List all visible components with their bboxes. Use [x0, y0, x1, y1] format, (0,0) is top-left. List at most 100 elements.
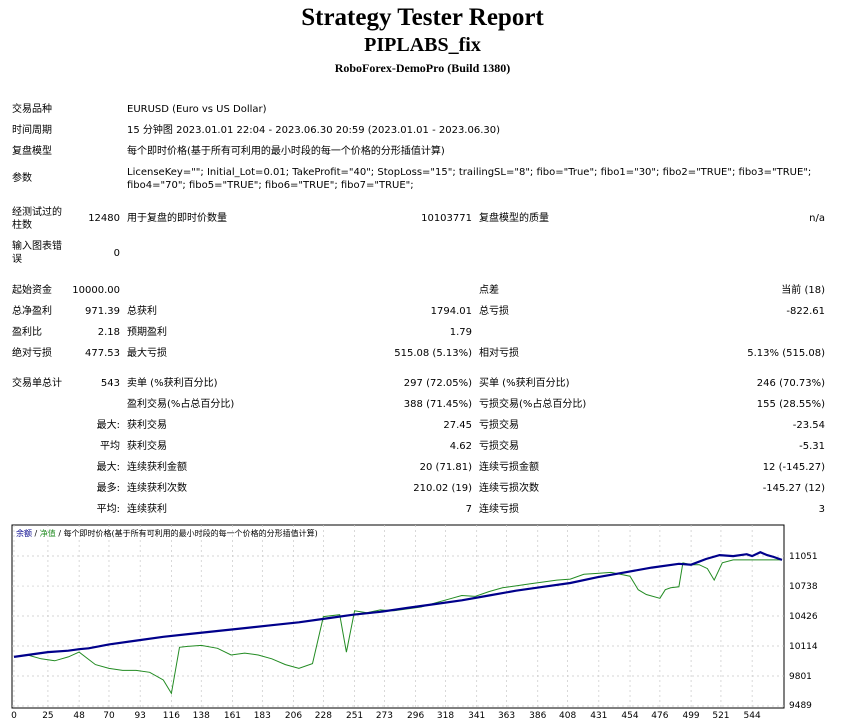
x-tick-label: 116 [163, 711, 180, 721]
symbol-label: 交易品种 [12, 104, 52, 115]
x-tick-label: 431 [590, 711, 607, 721]
largest-profit-value: 27.45 [443, 420, 472, 431]
x-tick-label: 318 [437, 711, 454, 721]
chart-legend: 余额 / 净值 / 每个即时价格(基于所有可利用的最小时段的每一个价格的分形插值… [16, 528, 318, 538]
largest-profit-label: 获利交易 [127, 420, 167, 431]
short-positions-value: 297 (72.05%) [403, 378, 472, 389]
max-consecutive-wins-value: 20 (71.81) [419, 462, 472, 473]
x-tick-label: 0 [11, 711, 17, 721]
x-tick-label: 363 [498, 711, 515, 721]
gross-profit-label: 总获利 [127, 306, 157, 317]
x-tick-label: 521 [712, 711, 729, 721]
net-profit-value: 971.39 [85, 306, 120, 317]
x-tick-label: 161 [224, 711, 241, 721]
profit-factor-value: 2.18 [97, 327, 120, 338]
chart-plot-frame [11, 524, 785, 709]
period-value: 15 分钟图 2023.01.01 22:04 - 2023.06.30 20:… [127, 125, 501, 136]
average-loss-label: 亏损交易 [479, 441, 519, 452]
y-tick-label: 10738 [789, 582, 818, 592]
quality-label: 复盘模型的质量 [479, 213, 549, 224]
x-tick-label: 183 [254, 711, 271, 721]
x-tick-label: 454 [621, 711, 638, 721]
x-tick-label: 228 [315, 711, 332, 721]
params-line-2: fibo4="70"; fibo5="TRUE"; fibo6="TRUE"; … [127, 180, 414, 191]
deposit-value: 10000.00 [72, 285, 120, 296]
x-tick-label: 251 [346, 711, 363, 721]
maximal-consecutive-loss-label: 连续亏损次数 [479, 483, 539, 494]
params-line-1: LicenseKey=""; Initial_Lot=0.01; TakePro… [127, 167, 812, 178]
maximal-consecutive-profit-value: 210.02 (19) [413, 483, 472, 494]
long-positions-label: 买单 (%获利百分比) [479, 378, 570, 389]
legend-model: 每个即时价格(基于所有可利用的最小时段的每一个价格的分形插值计算) [64, 528, 318, 538]
average-profit-label: 获利交易 [127, 441, 167, 452]
short-positions-label: 卖单 (%获利百分比) [127, 378, 218, 389]
average-consecutive-label: 平均: [96, 504, 120, 515]
gross-profit-value: 1794.01 [430, 306, 472, 317]
errors-label-line-1: 输入图表错 [12, 241, 62, 252]
maximal-consecutive-loss-value: -145.27 (12) [762, 483, 825, 494]
net-profit-label: 总净盈利 [12, 306, 52, 317]
total-trades-value: 543 [100, 378, 120, 389]
bars-label-line-1: 经测试过的 [12, 207, 62, 218]
x-tick-label: 386 [529, 711, 546, 721]
average-consecutive-losses-value: 3 [818, 504, 825, 515]
x-tick-label: 408 [559, 711, 576, 721]
deposit-label: 起始资金 [12, 285, 52, 296]
y-tick-label: 11051 [789, 552, 818, 562]
x-tick-label: 25 [42, 711, 53, 721]
chart-grid [12, 525, 784, 708]
y-tick-label: 10114 [789, 642, 818, 652]
relative-drawdown-value: 5.13% (515.08) [747, 348, 825, 359]
long-positions-value: 246 (70.73%) [756, 378, 825, 389]
x-tick-label: 544 [744, 711, 761, 721]
errors-value: 0 [113, 248, 120, 259]
params-label: 参数 [12, 173, 32, 184]
average-loss-value: -5.31 [799, 441, 825, 452]
bars-label-line-2: 柱数 [12, 220, 32, 231]
max-drawdown-value: 515.08 (5.13%) [394, 348, 472, 359]
absolute-drawdown-value: 477.53 [85, 348, 120, 359]
average-profit-value: 4.62 [449, 441, 472, 452]
expected-payoff-value: 1.79 [449, 327, 472, 338]
y-tick-label: 10426 [789, 612, 818, 622]
gross-loss-label: 总亏损 [479, 306, 509, 317]
legend-equity: 净值 [40, 528, 56, 538]
x-tick-label: 273 [376, 711, 393, 721]
x-tick-label: 93 [134, 711, 145, 721]
expected-payoff-label: 预期盈利 [127, 327, 167, 338]
y-tick-label: 9801 [789, 672, 812, 682]
maximum-label: 最大: [96, 462, 120, 473]
max-consecutive-wins-label: 连续获利金额 [127, 462, 187, 473]
gross-loss-value: -822.61 [786, 306, 825, 317]
x-tick-label: 70 [103, 711, 115, 721]
loss-trades-label: 亏损交易(%占总百分比) [479, 399, 587, 410]
ticks-label: 用于复盘的即时价数量 [127, 213, 227, 224]
average-label: 平均 [100, 441, 120, 452]
x-tick-label: 48 [73, 711, 85, 721]
y-tick-label: 9489 [789, 701, 812, 711]
max-consecutive-losses-value: 12 (-145.27) [762, 462, 825, 473]
quality-value: n/a [809, 213, 825, 224]
profit-trades-value: 388 (71.45%) [403, 399, 472, 410]
maximal-consecutive-profit-label: 连续获利次数 [127, 483, 187, 494]
max-consecutive-losses-label: 连续亏损金额 [479, 462, 539, 473]
model-value: 每个即时价格(基于所有可利用的最小时段的每一个价格的分形插值计算) [127, 146, 445, 157]
chart-x-tick-labels: 0 25 48 70 93 116 138 161 183 206 228 251 273 296 318 3… [11, 711, 761, 721]
maximal-label: 最多: [96, 483, 120, 494]
profit-factor-label: 盈利比 [12, 327, 42, 338]
symbol-value: EURUSD (Euro vs US Dollar) [127, 104, 267, 115]
spread-label: 点差 [479, 285, 499, 296]
x-tick-label: 476 [651, 711, 668, 721]
largest-loss-label: 亏损交易 [479, 420, 519, 431]
total-trades-label: 交易单总计 [12, 378, 62, 389]
largest-label: 最大: [96, 420, 120, 431]
absolute-drawdown-label: 绝对亏损 [12, 348, 52, 359]
series-balance-line [13, 550, 783, 658]
legend-balance: 余额 [16, 528, 32, 538]
x-tick-label: 296 [407, 711, 424, 721]
max-drawdown-label: 最大亏损 [127, 348, 167, 359]
x-tick-label: 138 [193, 711, 210, 721]
relative-drawdown-label: 相对亏损 [479, 348, 519, 359]
x-tick-label: 341 [468, 711, 485, 721]
chart-y-tick-labels: 9489 9801 10114 10426 10738 11051 [789, 552, 818, 711]
